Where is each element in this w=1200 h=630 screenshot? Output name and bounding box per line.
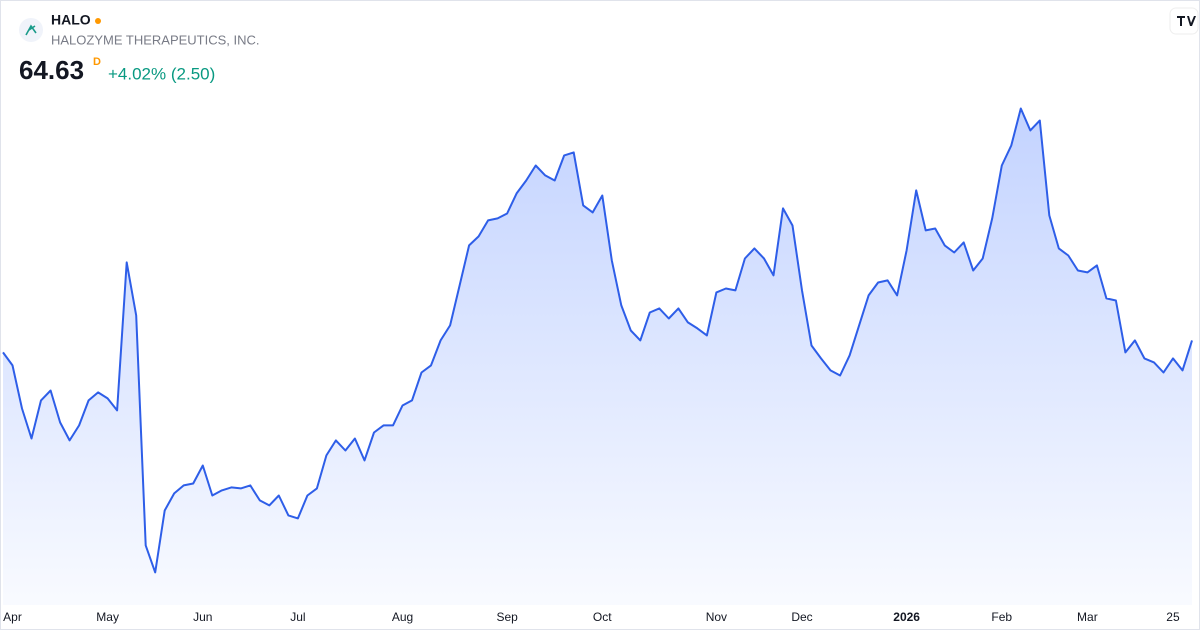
x-tick-label: Sep — [496, 610, 518, 624]
logo-mark — [25, 24, 37, 36]
x-tick-label: Jun — [193, 610, 212, 624]
x-tick-label: Oct — [593, 610, 612, 624]
x-tick-label: Dec — [791, 610, 812, 624]
tv-logo — [1177, 16, 1196, 26]
x-tick-label: Jul — [290, 610, 305, 624]
price-line — [2, 107, 1193, 574]
x-tick-label: 2026 — [893, 610, 920, 624]
status-dot — [95, 18, 101, 24]
x-tick-label: Feb — [991, 610, 1012, 624]
x-tick-label: Nov — [706, 610, 727, 624]
logo — [19, 18, 43, 42]
company-name: HALOZYME THERAPEUTICS, INC. — [51, 32, 260, 47]
area-fill — [3, 108, 1192, 605]
x-tick-label: Aug — [392, 610, 413, 624]
symbol: HALO — [51, 12, 91, 28]
x-tick-label: Mar — [1077, 610, 1098, 624]
interval: D — [93, 56, 101, 68]
plot: Apr May Jun Jul Aug Sep Oct Nov Dec 2026 Feb Mar 25 — [2, 107, 1193, 624]
tv-logo-box — [1169, 7, 1199, 35]
change: +4.02% (2.50) — [108, 64, 215, 83]
price: 64.63 — [19, 55, 84, 85]
x-tick-label: May — [96, 610, 119, 624]
x-tick-label: 25 — [1166, 610, 1180, 624]
x-tick-label: Apr — [3, 610, 22, 624]
